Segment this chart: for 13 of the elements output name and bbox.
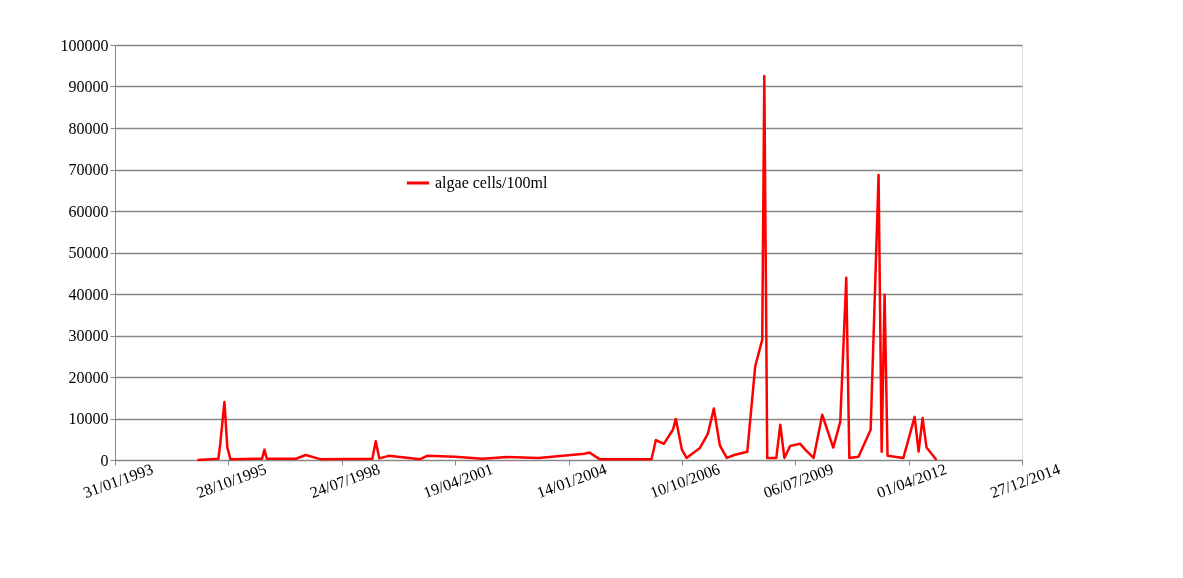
line-series	[196, 74, 938, 462]
y-tick-label: 0	[100, 451, 109, 469]
y-tick-label: 80000	[68, 119, 109, 137]
y-tick-label: 30000	[68, 327, 109, 344]
y-tick-label: 20000	[68, 368, 109, 386]
legend-label: algae cells/100ml	[435, 174, 548, 192]
y-tick-label: 60000	[68, 202, 109, 220]
y-tick-label: 50000	[68, 244, 109, 261]
y-tick-label: 10000	[68, 410, 109, 427]
y-tick-label: 70000	[68, 161, 109, 178]
y-tick-label: 40000	[68, 285, 109, 303]
y-tick-label: 100000	[60, 36, 109, 54]
y-tick-label: 90000	[68, 78, 109, 95]
